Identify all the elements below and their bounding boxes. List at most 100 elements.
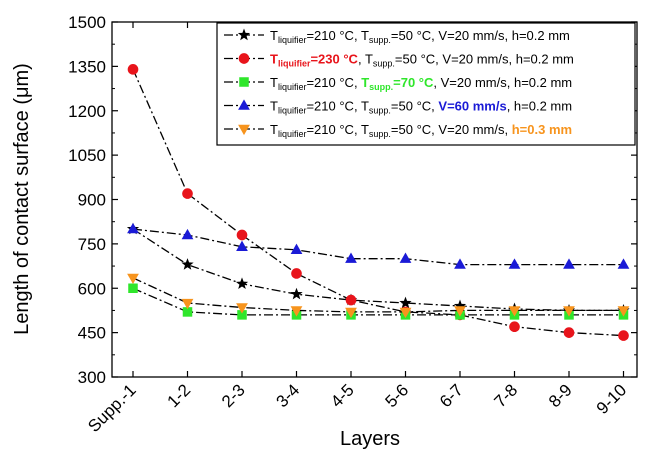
data-point [399,252,412,263]
data-point [345,307,357,319]
data-point [237,310,247,320]
legend: Tliquifier=210 °C, Tsupp.=50 °C, V=20 mm… [224,28,574,139]
legend-marker [238,53,250,64]
series-4 [127,222,630,269]
legend-marker [238,124,250,136]
y-tick-label: 900 [78,191,106,210]
legend-text-segment: T [361,75,369,90]
series-line [132,277,624,313]
y-tick-label: 300 [78,368,106,387]
legend-text-segment: supp. [369,129,391,139]
legend-text-segment: =210 °C, T [306,122,368,137]
series-layer [126,64,630,341]
data-point [617,306,630,317]
legend-marker [237,28,251,41]
data-point [290,306,303,317]
legend-label: Tliquifier=210 °C, Tsupp.=50 °C, V=20 mm… [270,122,572,139]
x-tick-label: 8-9 [545,380,576,411]
data-point [236,229,248,241]
y-tick-label: 600 [78,279,106,298]
legend-text-segment: liquifier [278,35,307,45]
legend-text-segment: =210 °C, T [306,99,368,114]
legend-text-segment: supp. [373,59,395,69]
x-tick-label: 3-4 [273,380,304,411]
legend-label: Tliquifier=230 °C, Tsupp.=50 °C, V=20 mm… [270,52,574,69]
data-point [182,188,193,199]
series-5 [127,273,630,319]
y-axis-title: Length of contact surface (μm) [11,63,33,335]
data-point [181,258,194,270]
x-tick-label: 7-8 [491,380,522,411]
legend-marker [238,99,250,110]
x-tick-label: 9-10 [593,380,630,417]
data-point [508,258,521,269]
legend-text-segment: liquifier [278,106,307,116]
legend-text-segment: =50 °C, V=20 mm/s, h=0.2 mm [395,52,574,67]
legend-label: Tliquifier=210 °C, Tsupp.=50 °C, V=20 mm… [270,28,570,45]
series-line [132,228,624,266]
data-point [291,268,302,279]
data-point [290,243,303,254]
legend-entry-1: Tliquifier=210 °C, Tsupp.=50 °C, V=20 mm… [224,28,570,45]
series-line [132,287,624,316]
data-point [454,258,466,269]
y-tick-label: 450 [78,324,106,343]
legend-text-segment: =50 °C, [391,99,438,114]
legend-label: Tliquifier=210 °C, Tsupp.=50 °C, V=60 mm… [270,99,572,116]
y-axis: 300 450 600 750 900 1050 1200 1350 1500 [68,13,637,387]
data-point [563,258,575,269]
data-point [182,307,193,317]
legend-text-segment: T [270,122,278,137]
y-tick-label: 750 [78,235,106,254]
data-point [399,307,412,319]
legend-text-segment: T [270,99,278,114]
x-axis-title: Layers [340,428,400,450]
data-point [563,306,575,317]
legend-box [216,22,636,146]
x-tick-label: 2-3 [218,380,249,411]
x-tick-label: Supp.-1 [84,380,140,436]
legend-entry-2: Tliquifier=230 °C, Tsupp.=50 °C, V=20 mm… [224,52,574,69]
legend-marker [239,77,249,87]
data-point [453,299,467,312]
data-point [181,228,194,240]
y-tick-label: 1050 [68,146,106,165]
legend-text-segment: liquifier [278,129,307,139]
series-2 [127,64,629,341]
data-point [508,306,521,317]
legend-text-segment: =210 °C, [306,75,361,90]
data-point [617,258,630,269]
data-point [563,327,575,338]
legend-text-segment: =230 °C [310,52,358,67]
series-line [132,69,624,337]
legend-entry-5: Tliquifier=210 °C, Tsupp.=50 °C, V=20 mm… [224,122,572,139]
legend-text-segment: =50 °C, V=20 mm/s, h=0.2 mm [391,28,570,43]
data-point [127,222,139,234]
data-point [181,298,194,310]
data-point [345,294,357,306]
legend-text-segment: , T [358,52,373,67]
x-tick-label: 1-2 [164,380,195,411]
data-point [235,277,249,290]
legend-label: Tliquifier=210 °C, Tsupp.=70 °C, V=20 mm… [270,75,572,92]
legend-text-segment: T [270,75,278,90]
data-point [399,296,412,309]
y-tick-label: 1350 [68,57,106,76]
data-point [236,303,248,314]
series-1 [126,222,630,316]
legend-text-segment: liquifier [278,82,307,92]
legend-text-segment: supp. [369,35,391,45]
legend-text-segment: =50 °C, V=20 mm/s, [391,122,512,137]
legend-text-segment: V=60 mm/s [438,99,506,114]
legend-text-segment: liquifier [278,59,311,69]
legend-text-segment: =210 °C, T [306,28,368,43]
data-point [345,252,357,263]
legend-text-segment: T [270,28,278,43]
x-tick-label: 4-5 [327,380,358,411]
data-point [127,64,139,75]
legend-text-segment: supp. [369,82,393,92]
y-tick-label: 1500 [68,13,106,32]
data-point [618,330,629,341]
x-tick-label: 5-6 [382,380,413,411]
